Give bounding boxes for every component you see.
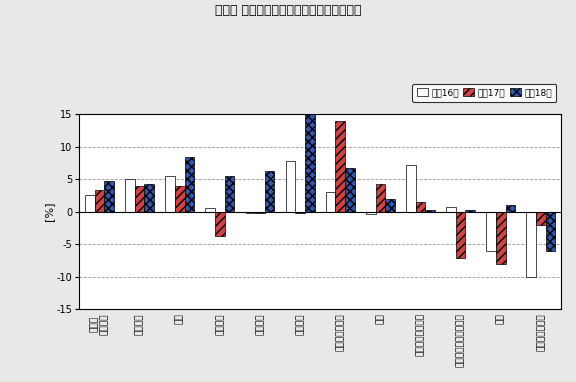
Bar — [456, 212, 465, 259]
Bar — [245, 212, 255, 213]
Bar — [135, 186, 145, 212]
Bar — [305, 114, 314, 212]
Bar — [215, 212, 225, 236]
Bar — [286, 161, 295, 212]
Bar — [225, 176, 234, 212]
Bar — [184, 157, 194, 212]
Bar — [406, 165, 416, 212]
Bar — [326, 192, 335, 212]
Bar — [416, 202, 425, 212]
Bar — [496, 212, 506, 264]
Bar — [465, 210, 475, 212]
Bar — [335, 121, 345, 212]
Bar — [265, 172, 274, 212]
Bar — [376, 185, 385, 212]
Bar — [526, 212, 536, 277]
Legend: 平成16年, 平成17年, 平成18年: 平成16年, 平成17年, 平成18年 — [412, 84, 556, 102]
Bar — [175, 186, 184, 212]
Bar — [145, 185, 154, 212]
Bar — [104, 181, 114, 212]
Bar — [446, 207, 456, 212]
Bar — [125, 179, 135, 212]
Bar — [206, 209, 215, 212]
Bar — [85, 196, 94, 212]
Bar — [345, 168, 355, 212]
Bar — [295, 212, 305, 213]
Bar — [165, 176, 175, 212]
Bar — [255, 212, 265, 213]
Bar — [425, 210, 435, 212]
Bar — [545, 212, 555, 251]
Bar — [536, 212, 545, 225]
Text: 図－２ 主要業種別生産指数の前年比の推移: 図－２ 主要業種別生産指数の前年比の推移 — [215, 4, 361, 17]
Y-axis label: [%]: [%] — [44, 202, 54, 222]
Bar — [366, 212, 376, 214]
Bar — [385, 199, 395, 212]
Bar — [94, 190, 104, 212]
Bar — [486, 212, 496, 251]
Bar — [506, 205, 516, 212]
